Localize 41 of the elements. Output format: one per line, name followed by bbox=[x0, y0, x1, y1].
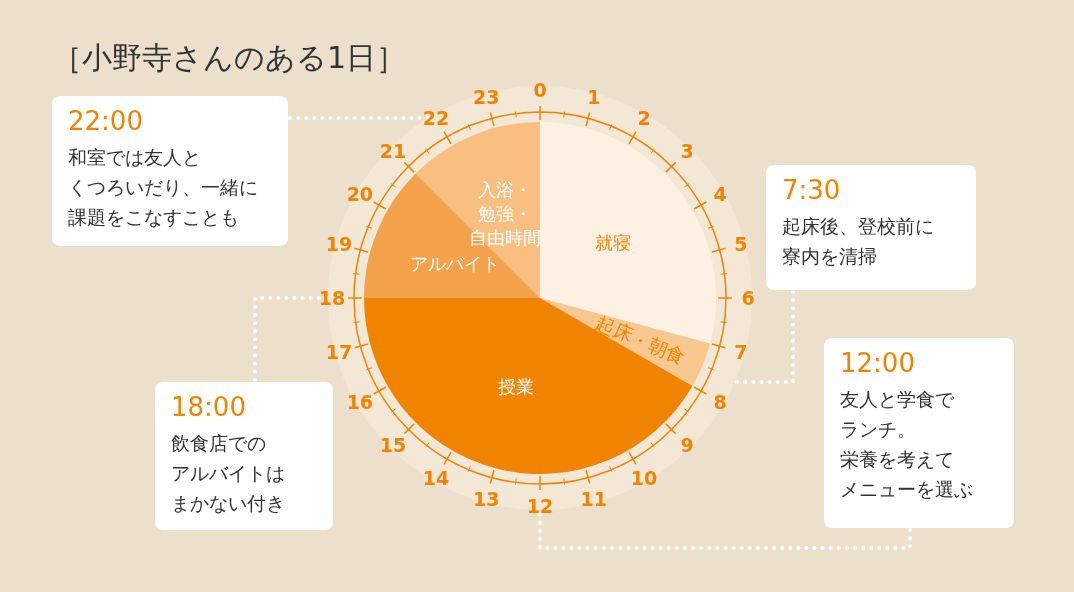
annotation: 14 bbox=[422, 467, 450, 490]
annotation: 20 bbox=[346, 183, 374, 205]
annotation: 7 bbox=[734, 340, 748, 363]
annotation: 2 bbox=[637, 106, 651, 129]
annotation: 1 bbox=[587, 86, 601, 109]
annotation: 4 bbox=[713, 183, 727, 205]
annotation: 友人と学食で bbox=[840, 388, 954, 410]
annotation: 16 bbox=[346, 391, 374, 413]
annotation: 3 bbox=[680, 139, 694, 162]
annotation: 0 bbox=[533, 79, 547, 101]
annotation: 22:00 bbox=[68, 106, 143, 136]
annotation: アルバイトは bbox=[171, 462, 285, 484]
annotation: 13 bbox=[472, 487, 500, 510]
annotation: 15 bbox=[379, 434, 407, 457]
annotation: 起床後、登校前に bbox=[782, 215, 934, 237]
annotation: 6 bbox=[741, 287, 755, 309]
title: ［小野寺さんのある1日］ bbox=[52, 40, 407, 75]
annotation: 12:00 bbox=[840, 348, 915, 378]
annotation: 10 bbox=[630, 467, 658, 490]
annotation: 18 bbox=[318, 287, 346, 309]
annotation: 飲食店での bbox=[171, 432, 266, 454]
annotation: 和室では友人と bbox=[68, 146, 201, 168]
annotation: 寮内を清掃 bbox=[782, 245, 877, 267]
annotation: 栄養を考えて bbox=[840, 448, 954, 470]
annotation: 23 bbox=[472, 86, 500, 109]
annotation: 7:30 bbox=[782, 175, 841, 205]
annotation: 11 bbox=[580, 487, 608, 510]
annotation: 17 bbox=[325, 340, 353, 363]
annotation: 課題をこなすことも bbox=[68, 206, 239, 228]
annotation: 19 bbox=[325, 233, 353, 256]
annotation: 5 bbox=[734, 233, 748, 256]
annotation: 22 bbox=[422, 106, 450, 129]
annotation: まかない付き bbox=[171, 492, 285, 514]
annotation: メニューを選ぶ bbox=[840, 478, 973, 500]
annotation: 8 bbox=[713, 391, 727, 413]
annotation: 9 bbox=[680, 434, 694, 457]
annotation: ランチ。 bbox=[840, 418, 916, 440]
annotation: 12 bbox=[526, 495, 554, 517]
annotation: 18:00 bbox=[171, 392, 246, 422]
annotation: 21 bbox=[379, 139, 407, 162]
annotation: くつろいだり、一緒に bbox=[68, 176, 258, 198]
